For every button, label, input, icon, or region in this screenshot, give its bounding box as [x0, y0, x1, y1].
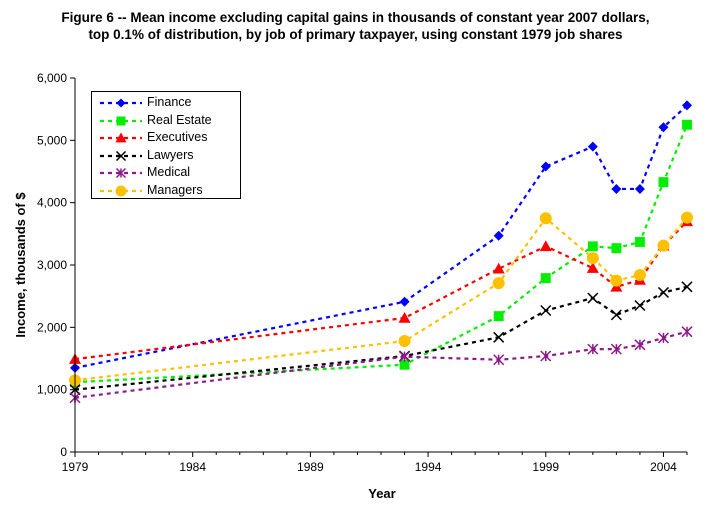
- y-tick-label: 6,000: [37, 71, 67, 85]
- x-tick-label: 2004: [650, 460, 677, 474]
- data-point-real-estate: [634, 236, 645, 247]
- y-tick-label: 0: [60, 445, 67, 459]
- x-tick-label: 1994: [415, 460, 442, 474]
- data-point-finance: [399, 296, 410, 307]
- data-point-medical: [610, 343, 622, 355]
- legend-label-real-estate: Real Estate: [147, 112, 212, 127]
- legend-marker-lawyers: [115, 150, 127, 161]
- data-point-managers: [539, 212, 552, 225]
- data-point-managers: [610, 274, 623, 287]
- data-point-managers: [586, 252, 599, 265]
- data-point-executives: [398, 311, 411, 323]
- x-tick-label: 1999: [532, 460, 559, 474]
- data-point-finance: [587, 141, 598, 152]
- legend-marker-managers: [115, 185, 127, 196]
- legend-marker-finance: [116, 98, 126, 108]
- y-axis-label: Income, thousands of $: [13, 192, 28, 338]
- data-point-real-estate: [493, 311, 504, 322]
- data-point-finance: [611, 183, 622, 194]
- data-point-lawyers: [657, 286, 669, 298]
- chart-title-line2: top 0.1% of distribution, by job of prim…: [88, 27, 623, 42]
- chart-legend: Finance Real Estate Executives Lawyers Medic…: [91, 91, 241, 199]
- legend-item-medical: Medical: [92, 164, 240, 182]
- x-tick-label: 1979: [62, 460, 89, 474]
- data-point-medical: [634, 339, 646, 351]
- legend-swatch-real-estate: [100, 116, 142, 125]
- x-tick-label: 1989: [297, 460, 324, 474]
- chart-title: Figure 6 -- Mean income excluding capita…: [0, 9, 711, 43]
- data-point-finance: [634, 183, 645, 194]
- y-tick-label: 5,000: [37, 133, 67, 147]
- data-point-executives: [539, 240, 552, 252]
- series-line-medical: [74, 330, 688, 399]
- data-point-finance: [682, 100, 692, 111]
- data-point-managers: [398, 335, 411, 348]
- data-point-real-estate: [611, 243, 622, 254]
- x-tick-label: 1984: [179, 460, 206, 474]
- data-point-managers: [681, 211, 693, 224]
- data-point-lawyers: [493, 331, 505, 343]
- data-point-finance: [540, 161, 551, 172]
- series-medical: [69, 326, 693, 404]
- data-point-medical: [657, 332, 669, 344]
- data-point-managers: [657, 239, 670, 252]
- data-point-real-estate: [399, 359, 410, 370]
- legend-swatch-executives: [100, 132, 142, 143]
- data-point-real-estate: [682, 119, 692, 130]
- legend-swatch-managers: [100, 185, 142, 196]
- y-tick-label: 1,000: [37, 383, 67, 397]
- legend-item-lawyers: Lawyers: [92, 147, 240, 165]
- legend-marker-medical: [115, 167, 127, 179]
- y-tick-label: 2,000: [37, 320, 67, 334]
- data-point-managers: [492, 277, 505, 290]
- series-line-lawyers: [74, 285, 688, 391]
- data-point-medical: [587, 343, 599, 355]
- data-point-real-estate: [658, 177, 669, 188]
- data-point-medical: [493, 354, 505, 366]
- series-finance: [70, 100, 692, 373]
- series-executives: [69, 215, 693, 364]
- series-managers: [69, 211, 693, 387]
- data-point-managers: [633, 268, 646, 281]
- legend-swatch-lawyers: [100, 150, 142, 161]
- data-point-medical: [540, 350, 552, 362]
- legend-item-managers: Managers: [92, 182, 240, 200]
- legend-swatch-medical: [100, 167, 142, 179]
- data-point-lawyers: [540, 304, 552, 317]
- data-point-executives: [492, 262, 505, 274]
- legend-marker-real-estate: [116, 116, 126, 125]
- data-point-lawyers: [587, 292, 599, 304]
- y-tick-label: 4,000: [37, 196, 67, 210]
- series-lawyers: [69, 281, 693, 396]
- legend-label-executives: Executives: [147, 130, 208, 144]
- data-point-finance: [493, 230, 504, 241]
- legend-swatch-finance: [100, 98, 142, 108]
- data-point-medical: [399, 351, 411, 363]
- legend-item-real-estate: Real Estate: [92, 112, 240, 130]
- legend-label-managers: Managers: [147, 182, 203, 197]
- y-tick-label: 3,000: [37, 258, 67, 272]
- series-real-estate: [70, 119, 692, 388]
- legend-label-lawyers: Lawyers: [147, 147, 194, 162]
- x-axis-label: Year: [368, 486, 395, 501]
- legend-label-finance: Finance: [147, 95, 192, 109]
- data-point-real-estate: [587, 241, 598, 252]
- chart-title-line1: Figure 6 -- Mean income excluding capita…: [61, 10, 650, 25]
- legend-marker-executives: [115, 132, 127, 143]
- data-point-executives: [586, 262, 599, 273]
- legend-label-medical: Medical: [147, 165, 191, 179]
- data-point-lawyers: [634, 299, 646, 312]
- data-point-finance: [658, 122, 669, 133]
- data-point-lawyers: [610, 309, 622, 321]
- data-point-real-estate: [540, 273, 551, 284]
- data-point-lawyers: [681, 281, 693, 293]
- legend-item-finance: Finance: [92, 94, 240, 112]
- legend-item-executives: Executives: [92, 129, 240, 147]
- data-point-medical: [681, 326, 693, 338]
